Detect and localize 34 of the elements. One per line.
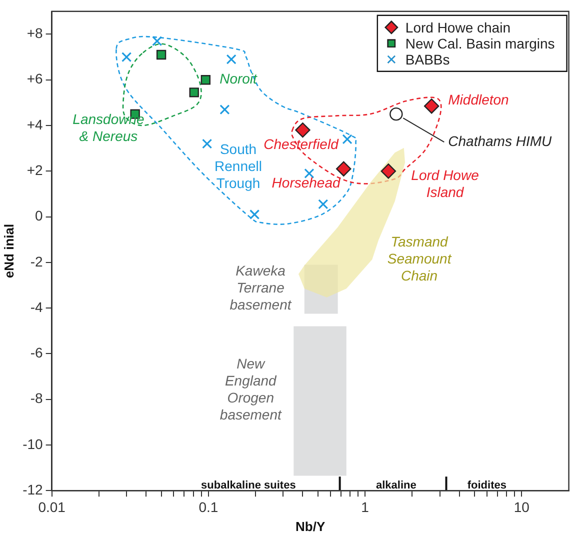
annotation: Chesterfield: [264, 136, 340, 152]
annotation: Tasmand Seamount Chain: [387, 233, 452, 284]
x-tick-label: 0.1: [198, 498, 218, 515]
y-axis-title: eNd inial: [1, 224, 16, 278]
y-tick-label: 0: [35, 208, 44, 224]
annotation: Lansdowne & Nereus: [72, 110, 144, 144]
y-tick-label: -4: [30, 298, 44, 315]
annotation: New England Orogen basement: [220, 356, 282, 423]
y-tick-label: +4: [26, 116, 44, 132]
annotation: subalkaline suites: [201, 479, 296, 492]
annotation: foidites: [467, 479, 506, 492]
x-axis-title: Nb/Y: [296, 518, 326, 534]
legend-label: New Cal. Basin margins: [405, 35, 555, 52]
annotation: alkaline: [376, 479, 416, 492]
y-tick-label: -8: [30, 390, 44, 406]
annotation: South Rennell Trough: [214, 141, 262, 192]
y-tick-label: -12: [22, 481, 44, 498]
y-tick-label: +2: [26, 162, 44, 178]
legend-label: Lord Howe chain: [405, 19, 510, 36]
y-tick-label: -2: [30, 253, 44, 270]
x-tick-label: 0.01: [38, 498, 66, 515]
legend-label: BABBs: [405, 51, 450, 68]
annotation: Chathams HIMU: [448, 132, 553, 149]
annotation: Middleton: [448, 91, 510, 108]
y-tick-label: -6: [30, 344, 44, 361]
annotation: Kaweka Terrane basement: [230, 262, 292, 313]
annotation: Lord Howe Island: [411, 167, 480, 200]
annotation: Noroit: [220, 70, 258, 87]
x-tick-label: 1: [361, 498, 370, 515]
annotation: Horsehead: [272, 174, 342, 191]
x-tick-label: 10: [514, 498, 530, 515]
y-tick-label: +8: [26, 25, 44, 42]
y-tick-label: +6: [26, 70, 44, 87]
y-tick-label: -10: [22, 436, 44, 452]
